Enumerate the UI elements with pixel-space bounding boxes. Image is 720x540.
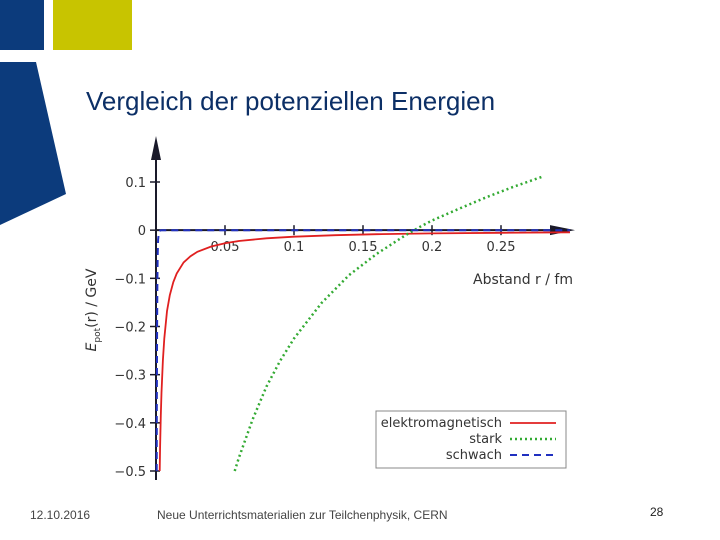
y-axis-label-main: E [84, 342, 100, 351]
y-tick-label-3: −0.2 [114, 321, 146, 336]
brand-wing-blue [0, 62, 66, 225]
y-tick-label-2: −0.1 [114, 272, 146, 287]
legend-box [375, 410, 567, 469]
y-tick-label-0: 0.1 [125, 176, 146, 191]
footer-date: 12.10.2016 [30, 508, 91, 522]
y-tick-label-4: −0.3 [114, 369, 146, 384]
page-number: 28 [650, 505, 664, 519]
x-axis-arrow [550, 225, 575, 236]
svg-text:Epot(r) / GeV: Epot(r) / GeV [84, 268, 103, 351]
x-tick-label-4: 0.25 [487, 240, 516, 255]
x-axis-label: Abstand r / fm [473, 272, 573, 288]
footer-source: Neue Unterrichtsmaterialien zur Teilchen… [157, 508, 448, 522]
y-axis-arrow [151, 136, 161, 160]
x-tick-label-1: 0.1 [284, 240, 305, 255]
brand-block-blue [0, 0, 44, 50]
series-line-schwach [155, 229, 570, 472]
x-tick-label-3: 0.2 [422, 240, 443, 255]
y-axis-label: Epot(r) / GeV [84, 268, 103, 351]
legend: elektromagnetisch stark schwach [375, 410, 567, 469]
y-axis-label-sub: pot [93, 327, 103, 342]
x-tick-label-2: 0.15 [349, 240, 378, 255]
slide-title: Vergleich der potenziellen Energien [86, 86, 496, 116]
y-tick-label-1: 0 [138, 224, 146, 239]
legend-label-elektromagnetisch: elektromagnetisch [381, 416, 502, 431]
brand-block-yellow [53, 0, 132, 50]
legend-label-stark: stark [469, 432, 502, 447]
legend-label-schwach: schwach [446, 448, 502, 463]
y-tick-label-5: −0.4 [114, 417, 146, 432]
y-tick-label-6: −0.5 [114, 465, 146, 480]
series-layer [155, 175, 571, 472]
y-axis-label-rest: (r) / GeV [84, 268, 100, 328]
axes-layer: 0.05 0.1 0.15 0.2 0.25 0.1 0 −0.1 −0.2 −0.3 −0.4 −0… [114, 136, 575, 480]
series-line-elektromagnetisch [158, 231, 571, 472]
x-tick-label-0: 0.05 [211, 240, 240, 255]
